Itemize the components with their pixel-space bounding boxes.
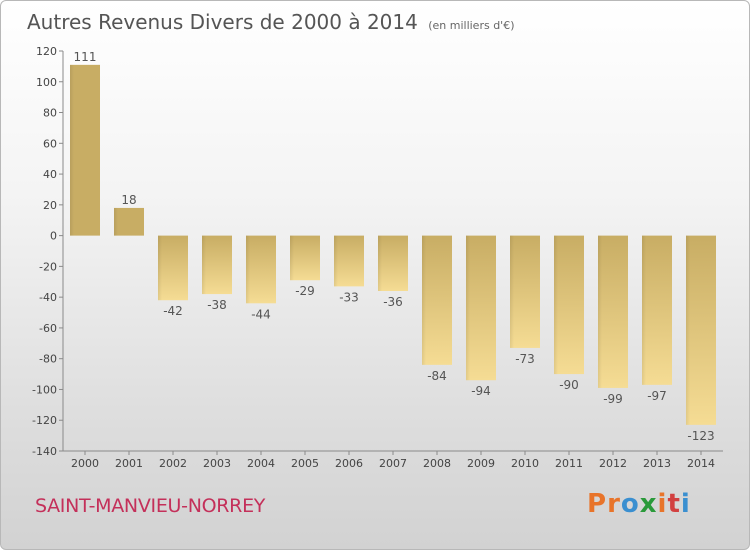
data-label: -33 xyxy=(339,290,359,304)
x-tick-label: 2007 xyxy=(379,457,407,470)
bar-shade xyxy=(422,235,426,365)
y-tick-label: -100 xyxy=(32,383,57,396)
x-tick-label: 2013 xyxy=(643,457,671,470)
bar-2008[interactable] xyxy=(422,235,452,365)
chart-subtitle: (en milliers d'€) xyxy=(428,19,515,32)
logo-letter: x xyxy=(639,489,658,519)
bar-2012[interactable] xyxy=(598,235,628,388)
bar-2014[interactable] xyxy=(686,235,716,425)
data-label: -42 xyxy=(163,304,183,318)
x-tick-label: 2008 xyxy=(423,457,451,470)
bar-2013[interactable] xyxy=(642,235,672,385)
proxiti-logo[interactable]: Proxiti xyxy=(587,489,691,519)
bar-shade xyxy=(686,235,690,425)
y-tick-label: 80 xyxy=(43,107,57,120)
logo-letter: P xyxy=(587,489,608,519)
logo-letter: i xyxy=(657,489,668,519)
chart-title: Autres Revenus Divers de 2000 à 2014 (en… xyxy=(27,10,515,34)
bar-shade xyxy=(114,207,118,236)
data-label: -97 xyxy=(647,389,667,403)
data-label: -44 xyxy=(251,307,271,321)
y-tick-label: 0 xyxy=(50,230,57,243)
x-tick-label: 2011 xyxy=(555,457,583,470)
x-tick-label: 2010 xyxy=(511,457,539,470)
y-tick-label: -40 xyxy=(39,291,57,304)
data-label: -99 xyxy=(603,392,623,406)
x-tick-label: 2014 xyxy=(687,457,715,470)
bar-shade xyxy=(642,235,646,385)
bar-2001[interactable] xyxy=(114,207,144,236)
bar-shade xyxy=(554,235,558,375)
y-tick-label: -80 xyxy=(39,353,57,366)
y-tick-label: -120 xyxy=(32,414,57,427)
bar-2003[interactable] xyxy=(202,235,232,295)
bar-2002[interactable] xyxy=(158,235,188,301)
data-label: -36 xyxy=(383,295,403,309)
y-tick-label: 40 xyxy=(43,168,57,181)
data-label: -90 xyxy=(559,378,579,392)
y-tick-label: 120 xyxy=(36,45,57,58)
bar-shade xyxy=(598,235,602,388)
x-tick-label: 2006 xyxy=(335,457,363,470)
bar-2010[interactable] xyxy=(510,235,540,348)
bar-2004[interactable] xyxy=(246,235,276,304)
y-tick-label: 20 xyxy=(43,199,57,212)
bar-shade xyxy=(158,235,162,301)
x-tick-label: 2002 xyxy=(159,457,187,470)
bar-shade xyxy=(246,235,250,304)
data-label: 18 xyxy=(121,193,136,207)
logo-letter: i xyxy=(680,489,691,519)
bar-shade xyxy=(290,235,294,281)
data-label: -73 xyxy=(515,352,535,366)
bar-2007[interactable] xyxy=(378,235,408,291)
title-text: Autres Revenus Divers de 2000 à 2014 xyxy=(27,10,418,34)
x-tick-label: 2012 xyxy=(599,457,627,470)
data-label: -29 xyxy=(295,284,315,298)
y-tick-label: -60 xyxy=(39,322,57,335)
bar-shade xyxy=(70,64,74,236)
y-tick-label: -140 xyxy=(32,445,57,458)
bar-2006[interactable] xyxy=(334,235,364,287)
y-tick-label: -20 xyxy=(39,260,57,273)
logo-letter: r xyxy=(607,489,621,519)
x-tick-label: 2009 xyxy=(467,457,495,470)
bar-2000[interactable] xyxy=(70,64,100,236)
x-tick-label: 2003 xyxy=(203,457,231,470)
x-tick-label: 2001 xyxy=(115,457,143,470)
data-label: -84 xyxy=(427,369,447,383)
data-label: -38 xyxy=(207,298,227,312)
logo-letter: t xyxy=(667,489,681,519)
data-label: -123 xyxy=(687,429,714,443)
x-tick-label: 2000 xyxy=(71,457,99,470)
y-tick-label: 60 xyxy=(43,137,57,150)
bar-2005[interactable] xyxy=(290,235,320,281)
bar-shade xyxy=(334,235,338,287)
data-label: -94 xyxy=(471,384,491,398)
logo-letter: o xyxy=(620,489,640,519)
x-tick-label: 2004 xyxy=(247,457,275,470)
bar-2011[interactable] xyxy=(554,235,584,375)
data-label: 111 xyxy=(74,50,97,64)
bar-shade xyxy=(510,235,514,348)
y-tick-label: 100 xyxy=(36,76,57,89)
bar-shade xyxy=(202,235,206,295)
bar-shade xyxy=(378,235,382,291)
bar-2009[interactable] xyxy=(466,235,496,381)
bar-shade xyxy=(466,235,470,381)
commune-name: SAINT-MANVIEU-NORREY xyxy=(35,495,266,517)
x-tick-label: 2005 xyxy=(291,457,319,470)
